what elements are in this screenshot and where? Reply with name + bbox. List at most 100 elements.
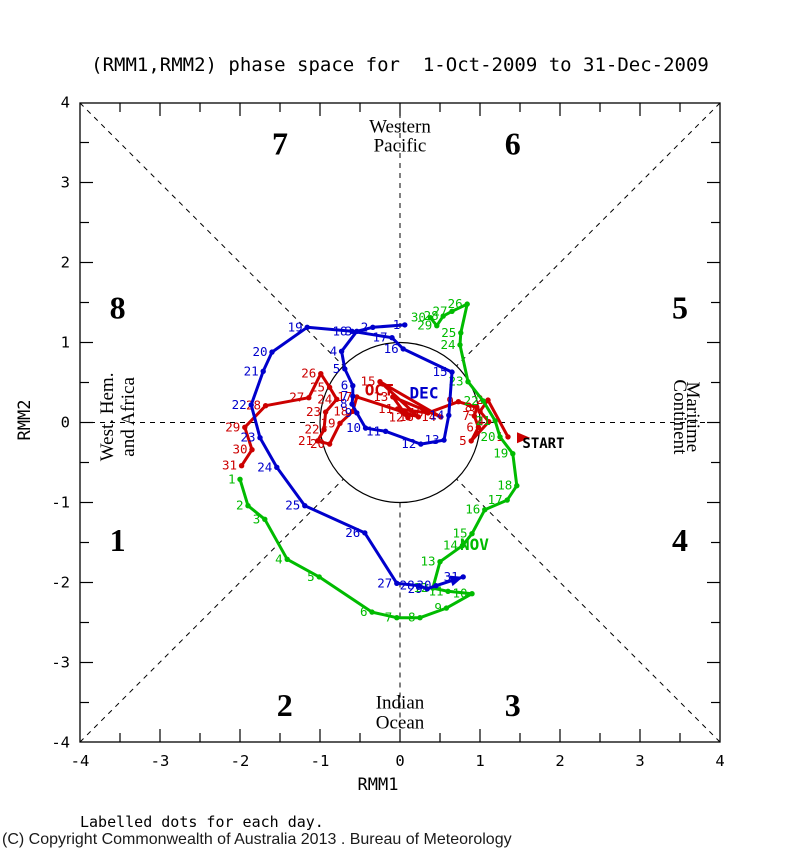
dec-day-label: 23 xyxy=(240,430,255,445)
dec-day-dot xyxy=(441,437,447,443)
dec-day-label: 2 xyxy=(361,319,369,334)
region-label: Continent xyxy=(669,379,690,455)
x-tick-labels: -4 -3 -2 -1 0 1 2 3 4 xyxy=(71,752,725,770)
nov-day-dot xyxy=(427,315,434,321)
oct-day-dot xyxy=(474,404,480,410)
oct-day-dot xyxy=(394,406,401,412)
oct-day-dot xyxy=(321,427,327,433)
region-label: Western xyxy=(369,117,431,138)
svg-text:-3: -3 xyxy=(51,654,70,672)
nov-day-dot xyxy=(458,330,464,336)
oct-day-dot xyxy=(505,434,511,440)
phase-number-5: 5 xyxy=(672,289,688,325)
oct-day-label: 25 xyxy=(310,379,325,394)
oct-day-label: 30 xyxy=(232,442,247,457)
oct-day-label: 22 xyxy=(304,422,319,437)
oct-day-dot xyxy=(377,379,383,385)
dec-day-dot xyxy=(416,583,422,589)
dec-day-label: 24 xyxy=(257,459,272,474)
nov-day-label: 19 xyxy=(493,446,508,461)
nov-day-dot xyxy=(369,609,375,615)
dec-day-dot xyxy=(338,348,345,354)
svg-text:-1: -1 xyxy=(51,494,70,512)
phase-sector-dashed-lines xyxy=(79,102,721,743)
dec-day-dot xyxy=(260,368,266,374)
nov-day-dot xyxy=(417,615,423,621)
dec-day-label: 7 xyxy=(341,388,349,403)
dec-day-dot xyxy=(269,349,275,355)
oct-day-label: 7 xyxy=(462,408,470,423)
dec-day-label: 4 xyxy=(330,343,338,358)
dec-day-dot xyxy=(362,425,369,431)
oct-day-label: 16 xyxy=(399,409,414,424)
svg-text:-1: -1 xyxy=(311,752,330,770)
dec-day-label: 26 xyxy=(345,525,360,540)
oct-day-label: 11 xyxy=(378,401,393,416)
nov-line xyxy=(238,302,519,620)
svg-text:3: 3 xyxy=(635,752,644,770)
svg-text:1: 1 xyxy=(61,334,70,352)
copyright-notice: (C) Copyright Commonwealth of Australia … xyxy=(2,831,512,848)
oct-day-dot xyxy=(326,384,333,390)
dec-day-label: 25 xyxy=(285,498,300,513)
dec-day-label: 9 xyxy=(345,405,353,420)
phase-number-7: 7 xyxy=(272,125,288,161)
nov-day-dot xyxy=(262,516,268,522)
oct-day-label: 21 xyxy=(298,433,313,448)
nov-day-label: 7 xyxy=(385,610,393,625)
nov-day-label: 10 xyxy=(452,586,467,601)
oct-day-dot xyxy=(322,409,329,415)
dec-day-dot xyxy=(382,428,389,434)
dec-day-label: 20 xyxy=(252,344,267,359)
dec-day-dot xyxy=(402,322,408,328)
region-label: Ocean xyxy=(376,713,425,734)
trajectory-nov: 1234567891011121314151617181920212223242… xyxy=(228,296,520,625)
nov-day-dot xyxy=(440,313,446,319)
dec-day-dot xyxy=(342,366,348,372)
nov-day-dot xyxy=(482,507,488,513)
oct-day-dot xyxy=(471,413,478,419)
nov-day-label: 14 xyxy=(443,538,458,553)
trajectory-oct: 1234567891011121314151617181920212223242… xyxy=(222,366,511,473)
oct-day-dot xyxy=(306,395,312,401)
nov-day-dot xyxy=(237,476,243,482)
axis-ticks xyxy=(80,103,720,742)
region-label: Maritime xyxy=(682,382,703,453)
nov-day-label: 30 xyxy=(411,310,426,325)
dec-day-label: 18 xyxy=(332,323,347,338)
nov-day-label: 17 xyxy=(488,492,503,507)
dec-day-label: 1 xyxy=(393,317,401,332)
nov-day-dot xyxy=(394,615,400,621)
dec-day-dot xyxy=(418,441,424,447)
dec-day-dot xyxy=(433,583,439,589)
dec-end-arrow xyxy=(449,575,464,587)
svg-text:0: 0 xyxy=(395,752,404,770)
nov-day-label: 21 xyxy=(476,413,491,428)
oct-day-dot xyxy=(477,408,483,414)
nov-day-dot xyxy=(445,588,451,594)
dec-day-label: 22 xyxy=(232,397,247,412)
nov-day-label: 15 xyxy=(452,526,467,541)
oct-day-dot xyxy=(262,403,269,409)
nov-day-dot xyxy=(469,591,475,597)
svg-text:2: 2 xyxy=(555,752,564,770)
dec-day-dot xyxy=(354,328,360,334)
region-label: Pacific xyxy=(374,136,427,157)
svg-text:-2: -2 xyxy=(51,574,70,592)
svg-text:3: 3 xyxy=(61,174,70,192)
nov-day-dot xyxy=(316,574,322,580)
oct-day-label: 26 xyxy=(301,366,316,381)
oct-day-label: 12 xyxy=(388,410,403,425)
oct-day-dot xyxy=(242,424,248,430)
dec-day-dot xyxy=(362,530,368,536)
dec-day-label: 11 xyxy=(366,423,381,438)
oct-day-label: 15 xyxy=(360,374,375,389)
phase-number-6: 6 xyxy=(505,125,521,161)
oct-day-dot xyxy=(425,410,431,416)
nov-day-dot xyxy=(434,323,440,329)
dec-day-label: 5 xyxy=(333,361,341,376)
dec-day-dot xyxy=(400,346,406,352)
oct-day-label: 6 xyxy=(466,419,474,434)
oct-day-dot xyxy=(318,371,324,377)
oct-day-label: 27 xyxy=(289,390,304,405)
